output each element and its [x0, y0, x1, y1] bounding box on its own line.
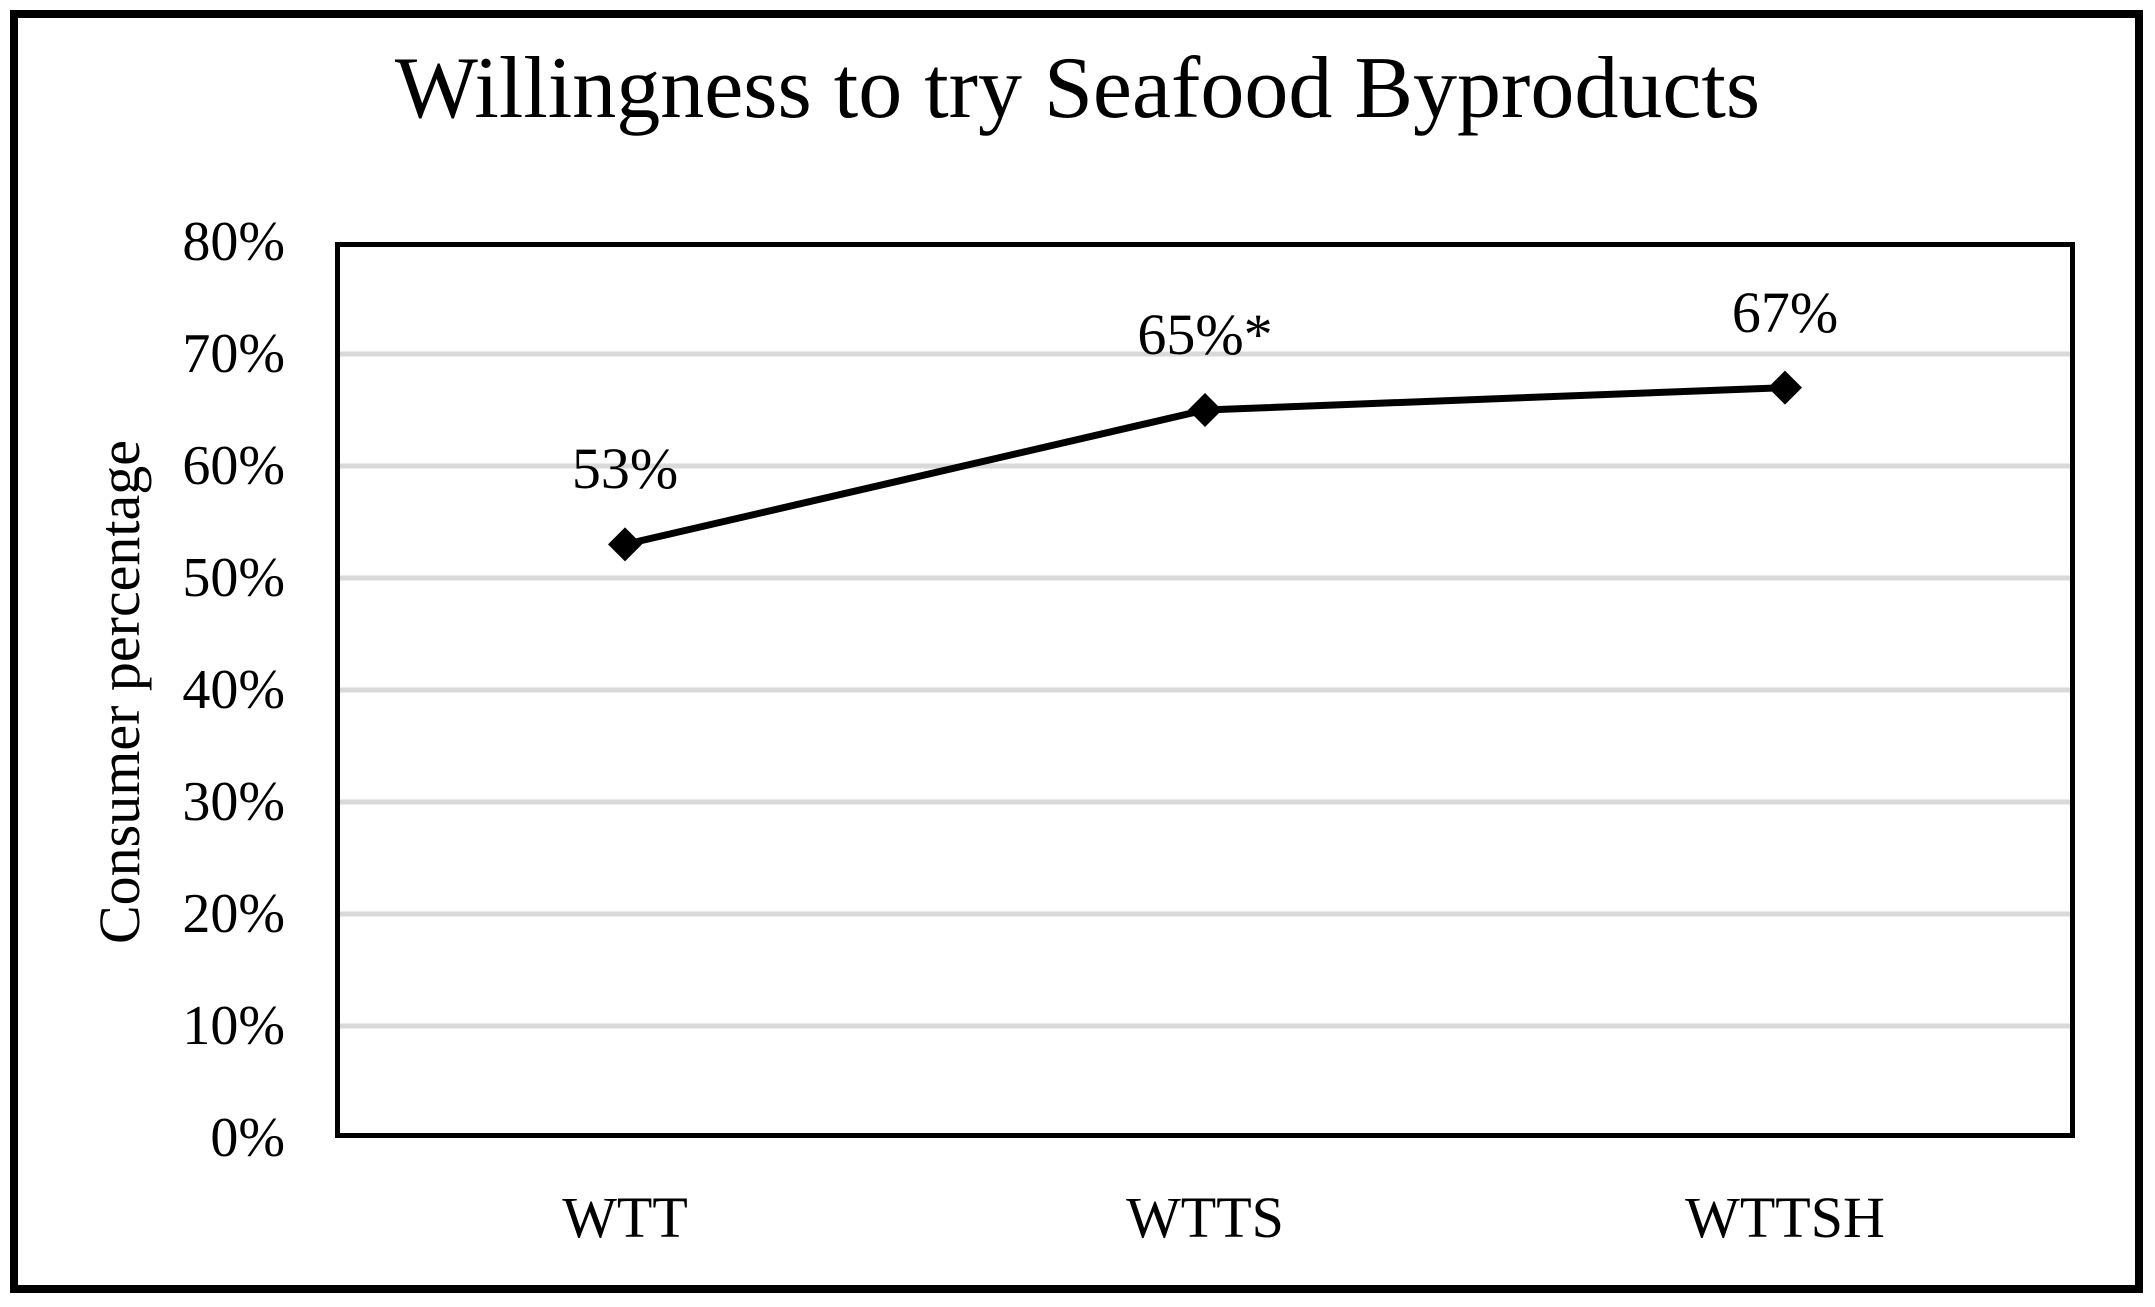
chart-title: Willingness to try Seafood Byproducts — [394, 40, 1761, 137]
x-category-label: WTT — [562, 1185, 688, 1250]
y-tick-label: 20% — [182, 883, 285, 945]
data-point-label: 67% — [1731, 279, 1839, 345]
y-tick-label: 0% — [210, 1107, 285, 1169]
plot-border — [335, 242, 2075, 1138]
data-point-label: 53% — [571, 436, 679, 502]
data-point-marker — [1768, 370, 1802, 405]
data-point-marker — [1188, 393, 1222, 427]
y-tick-label: 30% — [182, 771, 285, 833]
y-tick-label: 60% — [182, 435, 285, 497]
plot-area — [335, 242, 2075, 1138]
data-point-label: 65%* — [1137, 302, 1273, 367]
y-tick-label: 50% — [182, 547, 285, 609]
y-tick-label: 10% — [182, 995, 285, 1057]
x-category-label: WTTS — [1126, 1185, 1284, 1250]
line-chart-canvas — [335, 242, 2075, 1138]
y-tick-label: 80% — [182, 211, 285, 273]
y-tick-label: 40% — [182, 659, 285, 721]
y-tick-label: 70% — [182, 323, 285, 385]
data-point-marker — [608, 527, 642, 562]
x-category-label: WTTSH — [1685, 1185, 1885, 1250]
